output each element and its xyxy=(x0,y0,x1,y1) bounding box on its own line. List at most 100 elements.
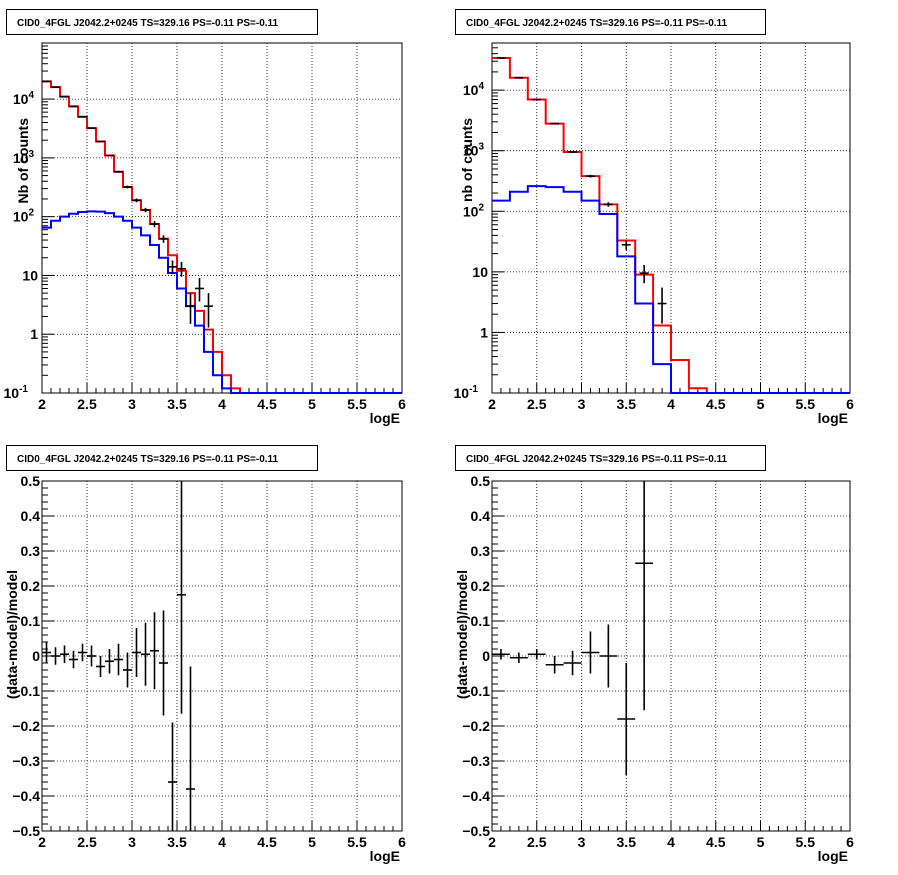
data-point xyxy=(195,278,204,302)
data-points xyxy=(42,80,213,328)
data-point xyxy=(105,649,114,674)
data-point xyxy=(639,264,649,284)
y-tick-label: 0.4 xyxy=(21,508,41,524)
y-tick-label: 0.3 xyxy=(471,543,491,559)
histogram-series-1 xyxy=(492,56,850,394)
data-point xyxy=(168,260,177,275)
y-tick-label: 0.2 xyxy=(21,578,41,594)
data-point xyxy=(132,198,141,203)
x-tick-label: 2 xyxy=(38,396,46,412)
histogram-series-2 xyxy=(42,210,402,394)
x-tick-label: 2.5 xyxy=(77,834,97,850)
data-point xyxy=(51,647,60,665)
x-tick-label: 4 xyxy=(218,396,226,412)
x-tick-label: 4 xyxy=(218,834,226,850)
x-tick-label: 5 xyxy=(308,396,316,412)
x-tick-label: 3 xyxy=(128,834,136,850)
y-tick-exponent: -1 xyxy=(19,384,28,395)
x-tick-label: 4.5 xyxy=(706,396,726,412)
data-point xyxy=(150,612,159,690)
y-tick-label: −0.5 xyxy=(462,823,490,839)
x-axis-label: logE xyxy=(818,410,848,426)
y-axis-label: nb of counts xyxy=(459,118,475,202)
data-points xyxy=(492,481,654,775)
x-tick-label: 6 xyxy=(398,396,406,412)
data-point xyxy=(69,105,78,108)
title-box xyxy=(455,9,766,35)
y-axis: −0.5 −0.4 −0.3 −0.2 −0.1 0 0.1 0.2 0.3 0.4 0.5 xyxy=(12,473,402,839)
x-tick-label: 3 xyxy=(578,834,586,850)
data-point xyxy=(132,628,141,677)
y-tick-label: −0.4 xyxy=(12,788,40,804)
chart-panel-2: CID0_4FGL J2042.2+0245 TS=329.16 PS=-0.1… xyxy=(454,9,854,426)
data-point xyxy=(123,185,132,189)
y-tick-label: −0.1 xyxy=(12,683,40,699)
y-tick-label: 10 xyxy=(22,267,38,283)
chart-title: CID0_4FGL J2042.2+0245 TS=329.16 PS=-0.1… xyxy=(466,454,728,465)
y-tick-label: 10-1 xyxy=(4,384,29,401)
chart-title: CID0_4FGL J2042.2+0245 TS=329.16 PS=-0.1… xyxy=(17,454,279,465)
data-point xyxy=(177,481,186,714)
x-axis: 2 2.5 3 3.5 4 4.5 5 5.5 6 xyxy=(488,43,854,412)
y-tick-label: −0.3 xyxy=(12,753,40,769)
y-tick-exponent: 3 xyxy=(478,142,484,153)
title-box xyxy=(6,9,318,35)
data-point xyxy=(492,649,510,660)
y-tick-label: 0.1 xyxy=(21,613,41,629)
data-point xyxy=(78,115,87,118)
y-tick-exponent: 4 xyxy=(478,81,484,92)
x-tick-label: 5 xyxy=(757,834,765,850)
data-point xyxy=(585,174,595,178)
data-point xyxy=(635,481,654,711)
x-tick-label: 4.5 xyxy=(257,834,277,850)
x-tick-label: 3.5 xyxy=(167,834,187,850)
data-point xyxy=(159,235,168,243)
data-point xyxy=(60,645,69,663)
data-point xyxy=(532,98,542,101)
x-axis-label: logE xyxy=(818,848,848,864)
data-point xyxy=(123,652,132,688)
data-point xyxy=(87,645,96,667)
y-axis-label: Nb of counts xyxy=(15,118,31,204)
data-point xyxy=(159,610,168,716)
title-box xyxy=(455,445,766,471)
y-tick-label: 10 xyxy=(472,264,488,280)
y-tick-label: 0.5 xyxy=(21,473,41,489)
data-point xyxy=(568,151,578,153)
y-tick-label: −0.3 xyxy=(462,753,490,769)
data-point xyxy=(141,207,150,213)
y-tick-label: 1 xyxy=(30,326,38,342)
x-tick-label: 3.5 xyxy=(617,396,637,412)
data-point xyxy=(168,722,177,831)
x-tick-label: 2 xyxy=(38,834,46,850)
data-point xyxy=(581,631,600,674)
y-tick-exponent: 4 xyxy=(28,90,34,101)
y-tick-label: 10-1 xyxy=(454,384,479,401)
x-tick-label: 2.5 xyxy=(527,834,547,850)
data-points xyxy=(42,481,195,831)
y-tick-label: 1 xyxy=(480,324,488,340)
data-point xyxy=(78,643,87,662)
data-point xyxy=(141,622,150,686)
y-axis-label: (data-model)/model xyxy=(454,570,470,699)
x-tick-label: 3.5 xyxy=(617,834,637,850)
x-tick-label: 6 xyxy=(846,834,854,850)
chart-panel-4: CID0_4FGL J2042.2+0245 TS=329.16 PS=-0.1… xyxy=(454,445,854,864)
x-tick-label: 4.5 xyxy=(706,834,726,850)
data-point xyxy=(550,122,560,125)
y-tick-label: −0.1 xyxy=(462,683,490,699)
y-tick-label: 0.5 xyxy=(471,473,491,489)
y-tick-label: 104 xyxy=(13,90,35,107)
data-point xyxy=(545,656,564,674)
data-point xyxy=(105,154,114,157)
data-point xyxy=(150,221,159,228)
x-tick-label: 4 xyxy=(667,834,675,850)
y-tick-label: −0.2 xyxy=(462,718,490,734)
data-point xyxy=(621,240,631,250)
x-tick-label: 6 xyxy=(846,396,854,412)
x-tick-label: 6 xyxy=(398,834,406,850)
y-tick-label: −0.5 xyxy=(12,823,40,839)
x-axis: 2 2.5 3 3.5 4 4.5 5 5.5 6 xyxy=(38,43,406,412)
data-point xyxy=(69,650,78,669)
